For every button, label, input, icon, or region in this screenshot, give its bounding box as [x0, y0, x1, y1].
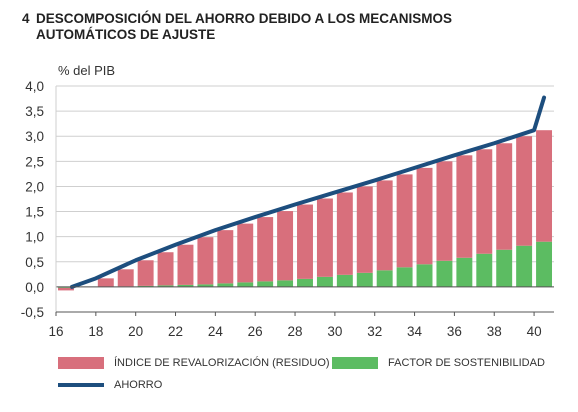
bar-factor	[57, 286, 74, 288]
x-tick-label: 16	[48, 324, 63, 339]
bar-factor	[177, 284, 194, 287]
x-tick-label: 18	[88, 324, 103, 339]
bar-factor	[356, 272, 373, 287]
bar-factor	[277, 280, 294, 287]
x-tick-label: 34	[407, 324, 423, 339]
tick-labels: -0,5 0,0 0,5 1,0 1,5 2,0 2,5 3,0 3,5 4,0 16 18 20 22 2…	[21, 79, 542, 339]
bar-factor	[316, 276, 333, 287]
bar-factor	[336, 274, 353, 287]
bar-indice	[536, 130, 553, 242]
bars	[57, 130, 553, 291]
x-tick-label: 26	[248, 324, 263, 339]
bar-factor	[476, 253, 493, 287]
legend-item-ahorro: AHORRO	[58, 379, 162, 391]
bar-factor	[257, 281, 274, 287]
bar-factor	[376, 270, 393, 287]
bar-indice	[177, 244, 194, 285]
y-tick-label: 0,0	[25, 280, 44, 295]
x-tick-label: 30	[327, 324, 342, 339]
bar-indice	[157, 252, 174, 286]
legend-label-factor: FACTOR DE SOSTENIBILIDAD	[388, 357, 545, 369]
axes	[55, 86, 554, 316]
bar-factor	[297, 278, 313, 287]
bar-indice	[57, 287, 74, 291]
bar-indice	[416, 167, 433, 265]
legend-item-indice: ÍNDICE DE REVALORIZACIÓN (RESIDUO)	[58, 357, 330, 369]
bar-indice	[496, 143, 513, 250]
figure-number: 4	[22, 11, 30, 26]
legend-swatch-ahorro	[58, 383, 104, 387]
bar-indice	[217, 230, 234, 284]
x-tick-label: 38	[487, 324, 502, 339]
bar-indice	[117, 269, 134, 287]
x-tick-label: 20	[128, 324, 143, 339]
y-tick-label: 3,5	[25, 104, 44, 119]
chart-title: DESCOMPOSICIÓN DEL AHORRO DEBIDO A LOS M…	[36, 11, 453, 42]
bar-indice	[476, 149, 493, 254]
x-tick-label: 36	[447, 324, 462, 339]
bar-factor	[396, 267, 413, 287]
x-tick-label: 24	[208, 324, 224, 339]
y-tick-label: 1,5	[25, 205, 44, 220]
bar-indice	[277, 211, 294, 281]
y-tick-label: 3,0	[25, 129, 44, 144]
legend-label-indice: ÍNDICE DE REVALORIZACIÓN (RESIDUO)	[114, 357, 330, 369]
bar-factor	[237, 282, 254, 287]
x-tick-label: 32	[367, 324, 382, 339]
y-tick-label: -0,5	[21, 305, 44, 320]
bar-factor	[516, 245, 533, 287]
y-tick-label: 1,0	[25, 230, 44, 245]
legend-label-ahorro: AHORRO	[114, 379, 163, 391]
x-tick-label: 40	[527, 324, 542, 339]
bar-indice	[297, 204, 313, 279]
y-axis-label: % del PIB	[58, 63, 116, 78]
bar-factor	[456, 257, 473, 287]
bar-factor	[197, 284, 214, 287]
legend-item-factor: FACTOR DE SOSTENIBILIDAD	[332, 357, 545, 369]
bar-factor	[137, 285, 154, 287]
bar-factor	[496, 249, 513, 287]
bar-indice	[316, 198, 333, 277]
bar-factor	[436, 260, 453, 287]
bar-indice	[257, 217, 274, 282]
bar-indice	[436, 161, 453, 261]
legend-swatch-indice	[58, 357, 104, 369]
legend-swatch-factor	[332, 357, 378, 369]
bar-indice	[356, 186, 373, 273]
x-tick-label: 22	[168, 324, 183, 339]
bar-factor	[157, 285, 174, 287]
y-tick-label: 2,5	[25, 154, 44, 169]
bar-factor	[217, 283, 234, 287]
bar-factor	[536, 241, 553, 287]
ahorro-line	[69, 95, 547, 289]
y-tick-label: 2,0	[25, 179, 44, 194]
y-tick-label: 0,5	[25, 255, 44, 270]
x-tick-label: 28	[288, 324, 303, 339]
y-tick-label: 4,0	[25, 79, 44, 94]
bar-indice	[516, 136, 533, 246]
bar-indice	[376, 180, 393, 271]
bar-indice	[336, 192, 353, 275]
bar-indice	[137, 260, 154, 286]
ahorro-line-group	[69, 95, 547, 289]
bar-indice	[97, 278, 114, 287]
bar-indice	[197, 237, 214, 285]
bar-indice	[456, 155, 473, 258]
bar-indice	[396, 174, 413, 268]
bar-indice	[237, 223, 254, 283]
bar-factor	[416, 264, 433, 287]
